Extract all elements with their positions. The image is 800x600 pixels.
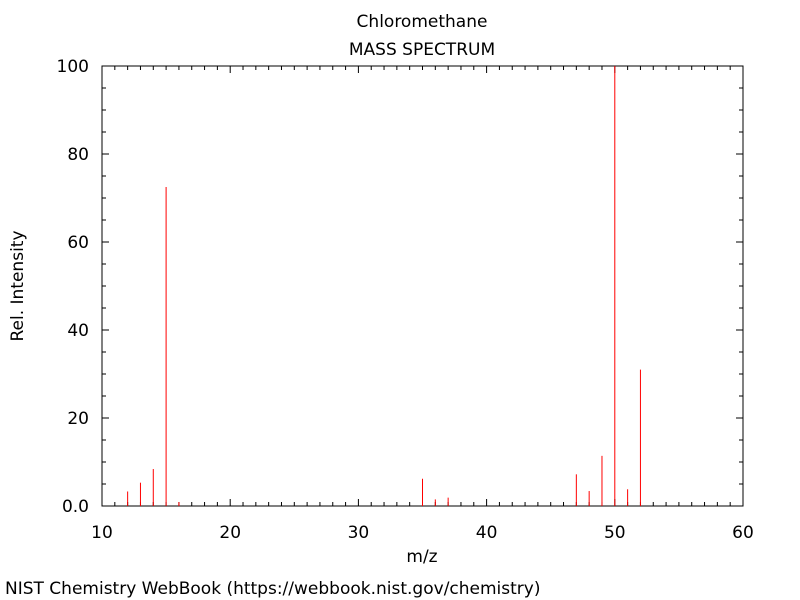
chart-title: Chloromethane <box>357 12 488 32</box>
chart-subtitle: MASS SPECTRUM <box>349 40 495 60</box>
x-axis-label: m/z <box>406 547 437 567</box>
plot-frame <box>101 65 744 507</box>
x-tick-label: 30 <box>348 523 370 543</box>
y-tick-label: 100 <box>57 57 89 77</box>
x-tick-label: 50 <box>604 523 626 543</box>
spectrum-peaks <box>127 66 641 506</box>
y-tick-label: 80 <box>67 145 89 165</box>
x-tick-label: 10 <box>91 523 113 543</box>
x-tick-label: 60 <box>732 523 754 543</box>
x-tick-label: 40 <box>476 523 498 543</box>
source-credit: NIST Chemistry WebBook (https://webbook.… <box>5 579 540 599</box>
y-axis-label: Rel. Intensity <box>8 230 28 341</box>
y-axis: 0.0 20 40 60 80 100 <box>57 57 743 517</box>
x-tick-label: 20 <box>219 523 241 543</box>
y-tick-label: 40 <box>67 321 89 341</box>
y-tick-label: 0.0 <box>62 497 89 517</box>
y-tick-label: 60 <box>67 233 89 253</box>
x-axis: 10 20 30 40 50 60 <box>91 66 754 543</box>
y-tick-label: 20 <box>67 409 89 429</box>
